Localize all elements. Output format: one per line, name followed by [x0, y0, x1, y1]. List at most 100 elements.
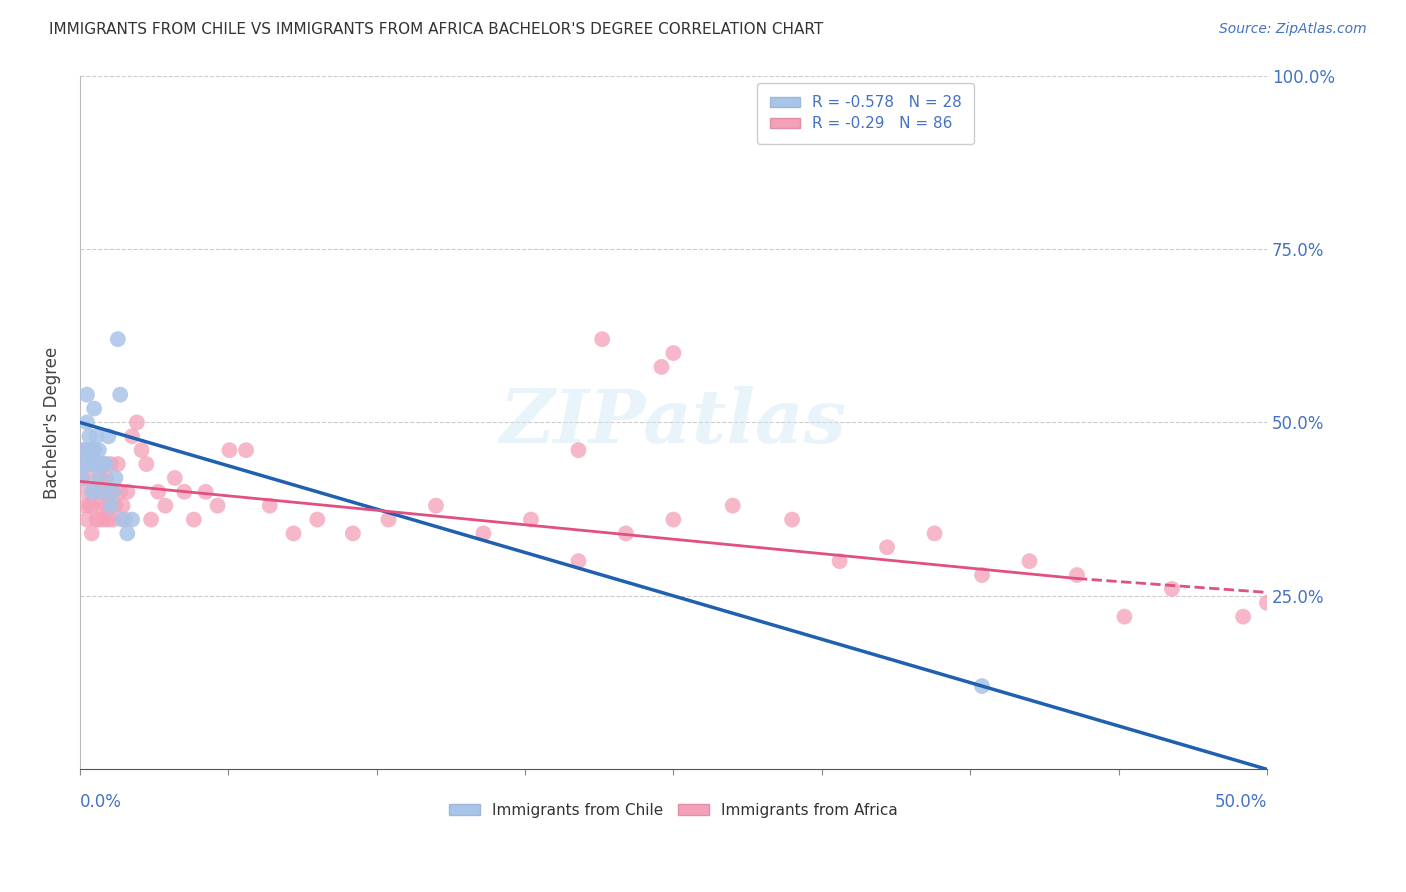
Point [86, 512, 108, 526]
Point [79, 471, 101, 485]
Point [117, 484, 139, 499]
Point [86, 457, 108, 471]
Point [86, 457, 108, 471]
Point [173, 484, 195, 499]
Point [100, 457, 122, 471]
Point [76, 443, 98, 458]
Point [1066, 568, 1088, 582]
Point [97, 429, 120, 443]
Point [79, 443, 101, 458]
Point [86, 484, 108, 499]
Point [1256, 596, 1278, 610]
Point [425, 499, 447, 513]
Point [73, 443, 96, 458]
Point [83, 401, 105, 416]
Point [87, 471, 110, 485]
Point [117, 526, 139, 541]
Point [79, 499, 101, 513]
Point [87, 484, 110, 499]
Point [1114, 609, 1136, 624]
Point [472, 526, 495, 541]
Point [377, 512, 399, 526]
Point [104, 499, 127, 513]
Point [90, 484, 112, 499]
Point [73, 457, 96, 471]
Point [1351, 554, 1374, 568]
Point [1018, 554, 1040, 568]
Point [73, 457, 96, 471]
Point [80, 526, 103, 541]
Point [283, 526, 305, 541]
Point [83, 443, 105, 458]
Point [342, 526, 364, 541]
Point [94, 499, 117, 513]
Point [79, 443, 101, 458]
Point [86, 429, 108, 443]
Point [121, 429, 143, 443]
Point [70, 443, 93, 458]
Point [100, 499, 122, 513]
Text: Source: ZipAtlas.com: Source: ZipAtlas.com [1219, 22, 1367, 37]
Point [1279, 568, 1302, 582]
Point [235, 443, 257, 458]
Point [93, 457, 115, 471]
Point [87, 457, 110, 471]
Point [218, 443, 240, 458]
Point [101, 484, 124, 499]
Point [155, 499, 177, 513]
Point [207, 499, 229, 513]
Point [970, 568, 993, 582]
Point [76, 387, 98, 401]
Text: 50.0%: 50.0% [1215, 794, 1267, 812]
Point [73, 499, 96, 513]
Point [970, 679, 993, 693]
Point [94, 457, 117, 471]
Point [614, 526, 637, 541]
Point [114, 512, 136, 526]
Text: 0.0%: 0.0% [80, 794, 122, 812]
Point [135, 457, 157, 471]
Point [76, 416, 98, 430]
Point [121, 512, 143, 526]
Point [90, 471, 112, 485]
Point [70, 471, 93, 485]
Point [93, 484, 115, 499]
Point [131, 443, 153, 458]
Point [139, 512, 162, 526]
Point [87, 443, 110, 458]
Point [125, 416, 148, 430]
Point [93, 512, 115, 526]
Point [97, 484, 120, 499]
Point [80, 499, 103, 513]
Point [924, 526, 946, 541]
Point [107, 332, 129, 346]
Point [83, 484, 105, 499]
Point [76, 484, 98, 499]
Point [110, 387, 132, 401]
Point [567, 554, 589, 568]
Point [183, 512, 205, 526]
Point [1398, 568, 1406, 582]
Point [876, 541, 898, 555]
Text: ZIPatlas: ZIPatlas [501, 386, 846, 458]
Point [110, 484, 132, 499]
Point [163, 471, 186, 485]
Point [80, 484, 103, 499]
Point [83, 443, 105, 458]
Point [259, 499, 281, 513]
Point [662, 512, 685, 526]
Point [107, 457, 129, 471]
Point [80, 457, 103, 471]
Point [194, 484, 217, 499]
Point [76, 512, 98, 526]
Point [79, 429, 101, 443]
Point [591, 332, 613, 346]
Point [97, 512, 120, 526]
Point [111, 512, 134, 526]
Point [662, 346, 685, 360]
Point [148, 484, 170, 499]
Point [70, 471, 93, 485]
Point [90, 499, 112, 513]
Point [650, 359, 672, 374]
Legend: Immigrants from Chile, Immigrants from Africa: Immigrants from Chile, Immigrants from A… [443, 797, 904, 824]
